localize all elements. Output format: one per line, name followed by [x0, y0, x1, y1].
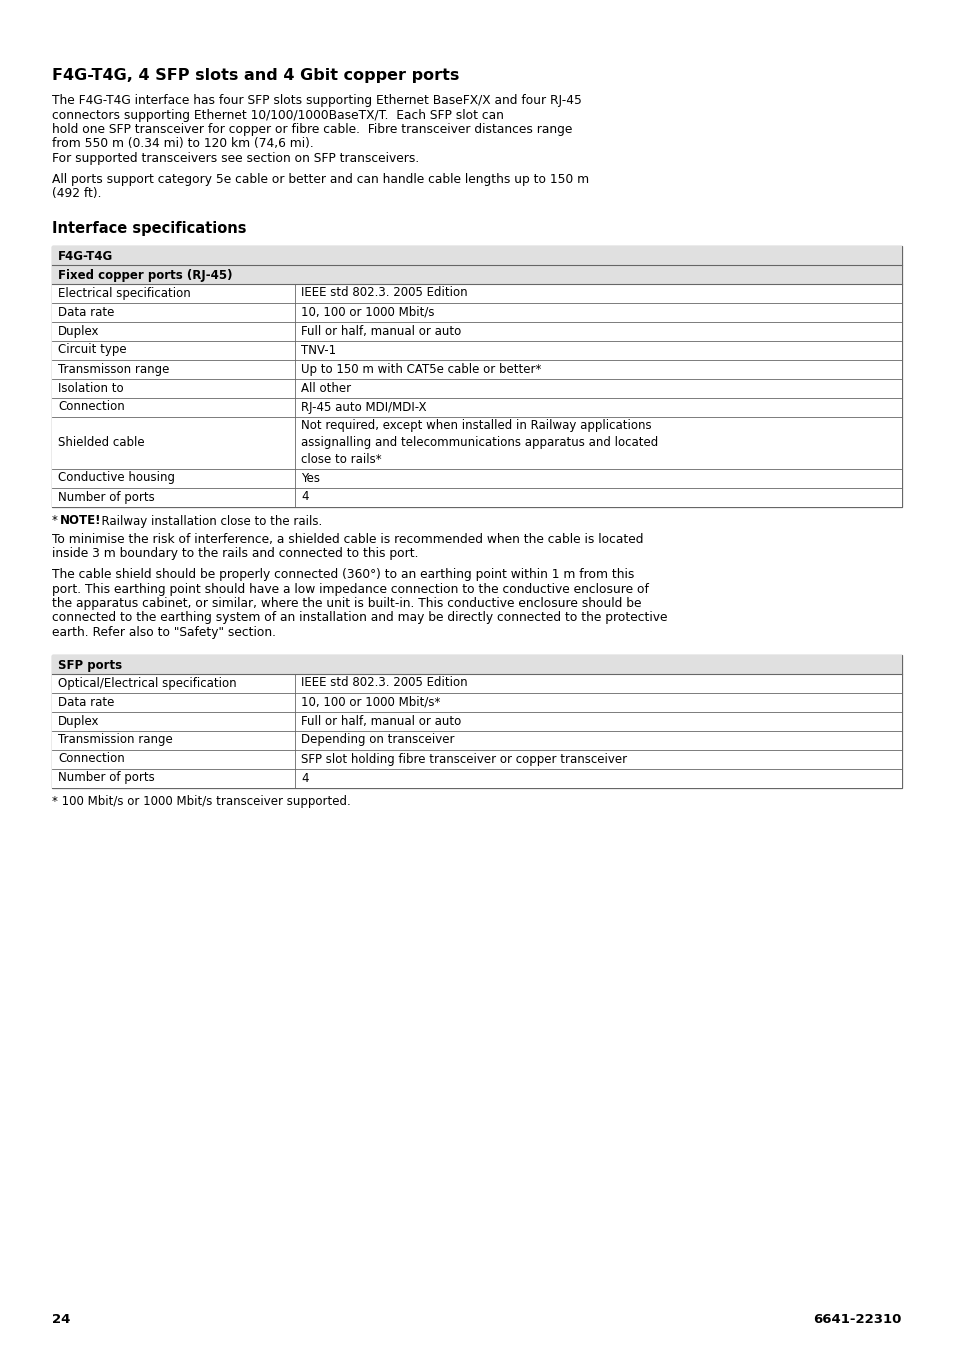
Text: 6641-22310: 6641-22310 — [813, 1313, 901, 1326]
Bar — [52, 417, 901, 468]
Text: connected to the earthing system of an installation and may be directly connecte: connected to the earthing system of an i… — [52, 612, 667, 624]
Text: hold one SFP transceiver for copper or fibre cable.  Fibre transceiver distances: hold one SFP transceiver for copper or f… — [52, 123, 572, 135]
Bar — [52, 487, 901, 506]
Text: from 550 m (0.34 mi) to 120 km (74,6 mi).: from 550 m (0.34 mi) to 120 km (74,6 mi)… — [52, 138, 314, 150]
Bar — [52, 340, 901, 360]
Text: SFP ports: SFP ports — [58, 658, 122, 672]
Text: F4G-T4G, 4 SFP slots and 4 Gbit copper ports: F4G-T4G, 4 SFP slots and 4 Gbit copper p… — [52, 68, 459, 83]
Text: IEEE std 802.3. 2005 Edition: IEEE std 802.3. 2005 Edition — [301, 677, 467, 689]
Text: All ports support category 5e cable or better and can handle cable lengths up to: All ports support category 5e cable or b… — [52, 172, 589, 185]
Text: assignalling and telecommunications apparatus and located: assignalling and telecommunications appa… — [301, 436, 658, 450]
Text: Circuit type: Circuit type — [58, 344, 127, 356]
Text: inside 3 m boundary to the rails and connected to this port.: inside 3 m boundary to the rails and con… — [52, 547, 418, 561]
Text: 4: 4 — [301, 772, 308, 784]
Text: F4G-T4G: F4G-T4G — [58, 249, 113, 263]
Text: Interface specifications: Interface specifications — [52, 222, 246, 237]
Text: All other: All other — [301, 382, 351, 394]
Bar — [52, 283, 901, 302]
Text: Duplex: Duplex — [58, 715, 99, 727]
Text: Depending on transceiver: Depending on transceiver — [301, 734, 454, 746]
Bar — [52, 692, 901, 711]
Bar — [52, 750, 901, 769]
Text: *: * — [52, 515, 62, 528]
Text: Connection: Connection — [58, 753, 125, 765]
Text: port. This earthing point should have a low impedance connection to the conducti: port. This earthing point should have a … — [52, 582, 648, 596]
Text: Number of ports: Number of ports — [58, 772, 154, 784]
Bar — [52, 360, 901, 379]
Bar — [52, 398, 901, 417]
Bar — [52, 379, 901, 398]
Text: IEEE std 802.3. 2005 Edition: IEEE std 802.3. 2005 Edition — [301, 287, 467, 299]
Text: SFP slot holding fibre transceiver or copper transceiver: SFP slot holding fibre transceiver or co… — [301, 753, 626, 765]
Bar — [52, 654, 901, 788]
Text: 24: 24 — [52, 1313, 71, 1326]
Bar — [52, 731, 901, 750]
Text: The F4G-T4G interface has four SFP slots supporting Ethernet BaseFX/X and four R: The F4G-T4G interface has four SFP slots… — [52, 93, 581, 107]
Text: (492 ft).: (492 ft). — [52, 187, 101, 200]
Text: Railway installation close to the rails.: Railway installation close to the rails. — [94, 515, 322, 528]
Text: Transmission range: Transmission range — [58, 734, 172, 746]
Text: * 100 Mbit/s or 1000 Mbit/s transceiver supported.: * 100 Mbit/s or 1000 Mbit/s transceiver … — [52, 796, 351, 808]
Text: Not required, except when installed in Railway applications: Not required, except when installed in R… — [301, 418, 651, 432]
Text: 4: 4 — [301, 490, 308, 504]
Text: Data rate: Data rate — [58, 306, 114, 318]
Text: Data rate: Data rate — [58, 696, 114, 708]
Text: The cable shield should be properly connected (360°) to an earthing point within: The cable shield should be properly conn… — [52, 567, 634, 581]
Text: close to rails*: close to rails* — [301, 454, 381, 466]
Text: Isolation to: Isolation to — [58, 382, 124, 394]
Bar — [52, 245, 901, 264]
Text: Optical/Electrical specification: Optical/Electrical specification — [58, 677, 236, 689]
Text: RJ-45 auto MDI/MDI-X: RJ-45 auto MDI/MDI-X — [301, 401, 426, 413]
Text: 10, 100 or 1000 Mbit/s: 10, 100 or 1000 Mbit/s — [301, 306, 434, 318]
Text: Fixed copper ports (RJ-45): Fixed copper ports (RJ-45) — [58, 268, 233, 282]
Bar — [52, 264, 901, 283]
Text: Electrical specification: Electrical specification — [58, 287, 191, 299]
Text: Transmisson range: Transmisson range — [58, 363, 170, 375]
Bar — [52, 321, 901, 340]
Text: 10, 100 or 1000 Mbit/s*: 10, 100 or 1000 Mbit/s* — [301, 696, 440, 708]
Bar — [52, 468, 901, 487]
Text: Full or half, manual or auto: Full or half, manual or auto — [301, 325, 460, 337]
Text: Duplex: Duplex — [58, 325, 99, 337]
Text: Shielded cable: Shielded cable — [58, 436, 145, 450]
Bar — [52, 673, 901, 692]
Text: To minimise the risk of interference, a shielded cable is recommended when the c: To minimise the risk of interference, a … — [52, 533, 643, 546]
Text: connectors supporting Ethernet 10/100/1000BaseTX/T.  Each SFP slot can: connectors supporting Ethernet 10/100/10… — [52, 108, 503, 122]
Bar — [52, 711, 901, 731]
Bar — [52, 654, 901, 673]
Text: Yes: Yes — [301, 471, 319, 485]
Text: For supported transceivers see section on SFP transceivers.: For supported transceivers see section o… — [52, 152, 418, 165]
Bar — [52, 769, 901, 788]
Bar — [52, 302, 901, 321]
Text: Connection: Connection — [58, 401, 125, 413]
Text: earth. Refer also to "Safety" section.: earth. Refer also to "Safety" section. — [52, 626, 275, 639]
Text: Up to 150 m with CAT5e cable or better*: Up to 150 m with CAT5e cable or better* — [301, 363, 540, 375]
Text: Full or half, manual or auto: Full or half, manual or auto — [301, 715, 460, 727]
Bar — [52, 245, 901, 506]
Text: Conductive housing: Conductive housing — [58, 471, 174, 485]
Text: Number of ports: Number of ports — [58, 490, 154, 504]
Text: NOTE!: NOTE! — [60, 515, 101, 528]
Text: the apparatus cabinet, or similar, where the unit is built-in. This conductive e: the apparatus cabinet, or similar, where… — [52, 597, 640, 611]
Text: TNV-1: TNV-1 — [301, 344, 335, 356]
